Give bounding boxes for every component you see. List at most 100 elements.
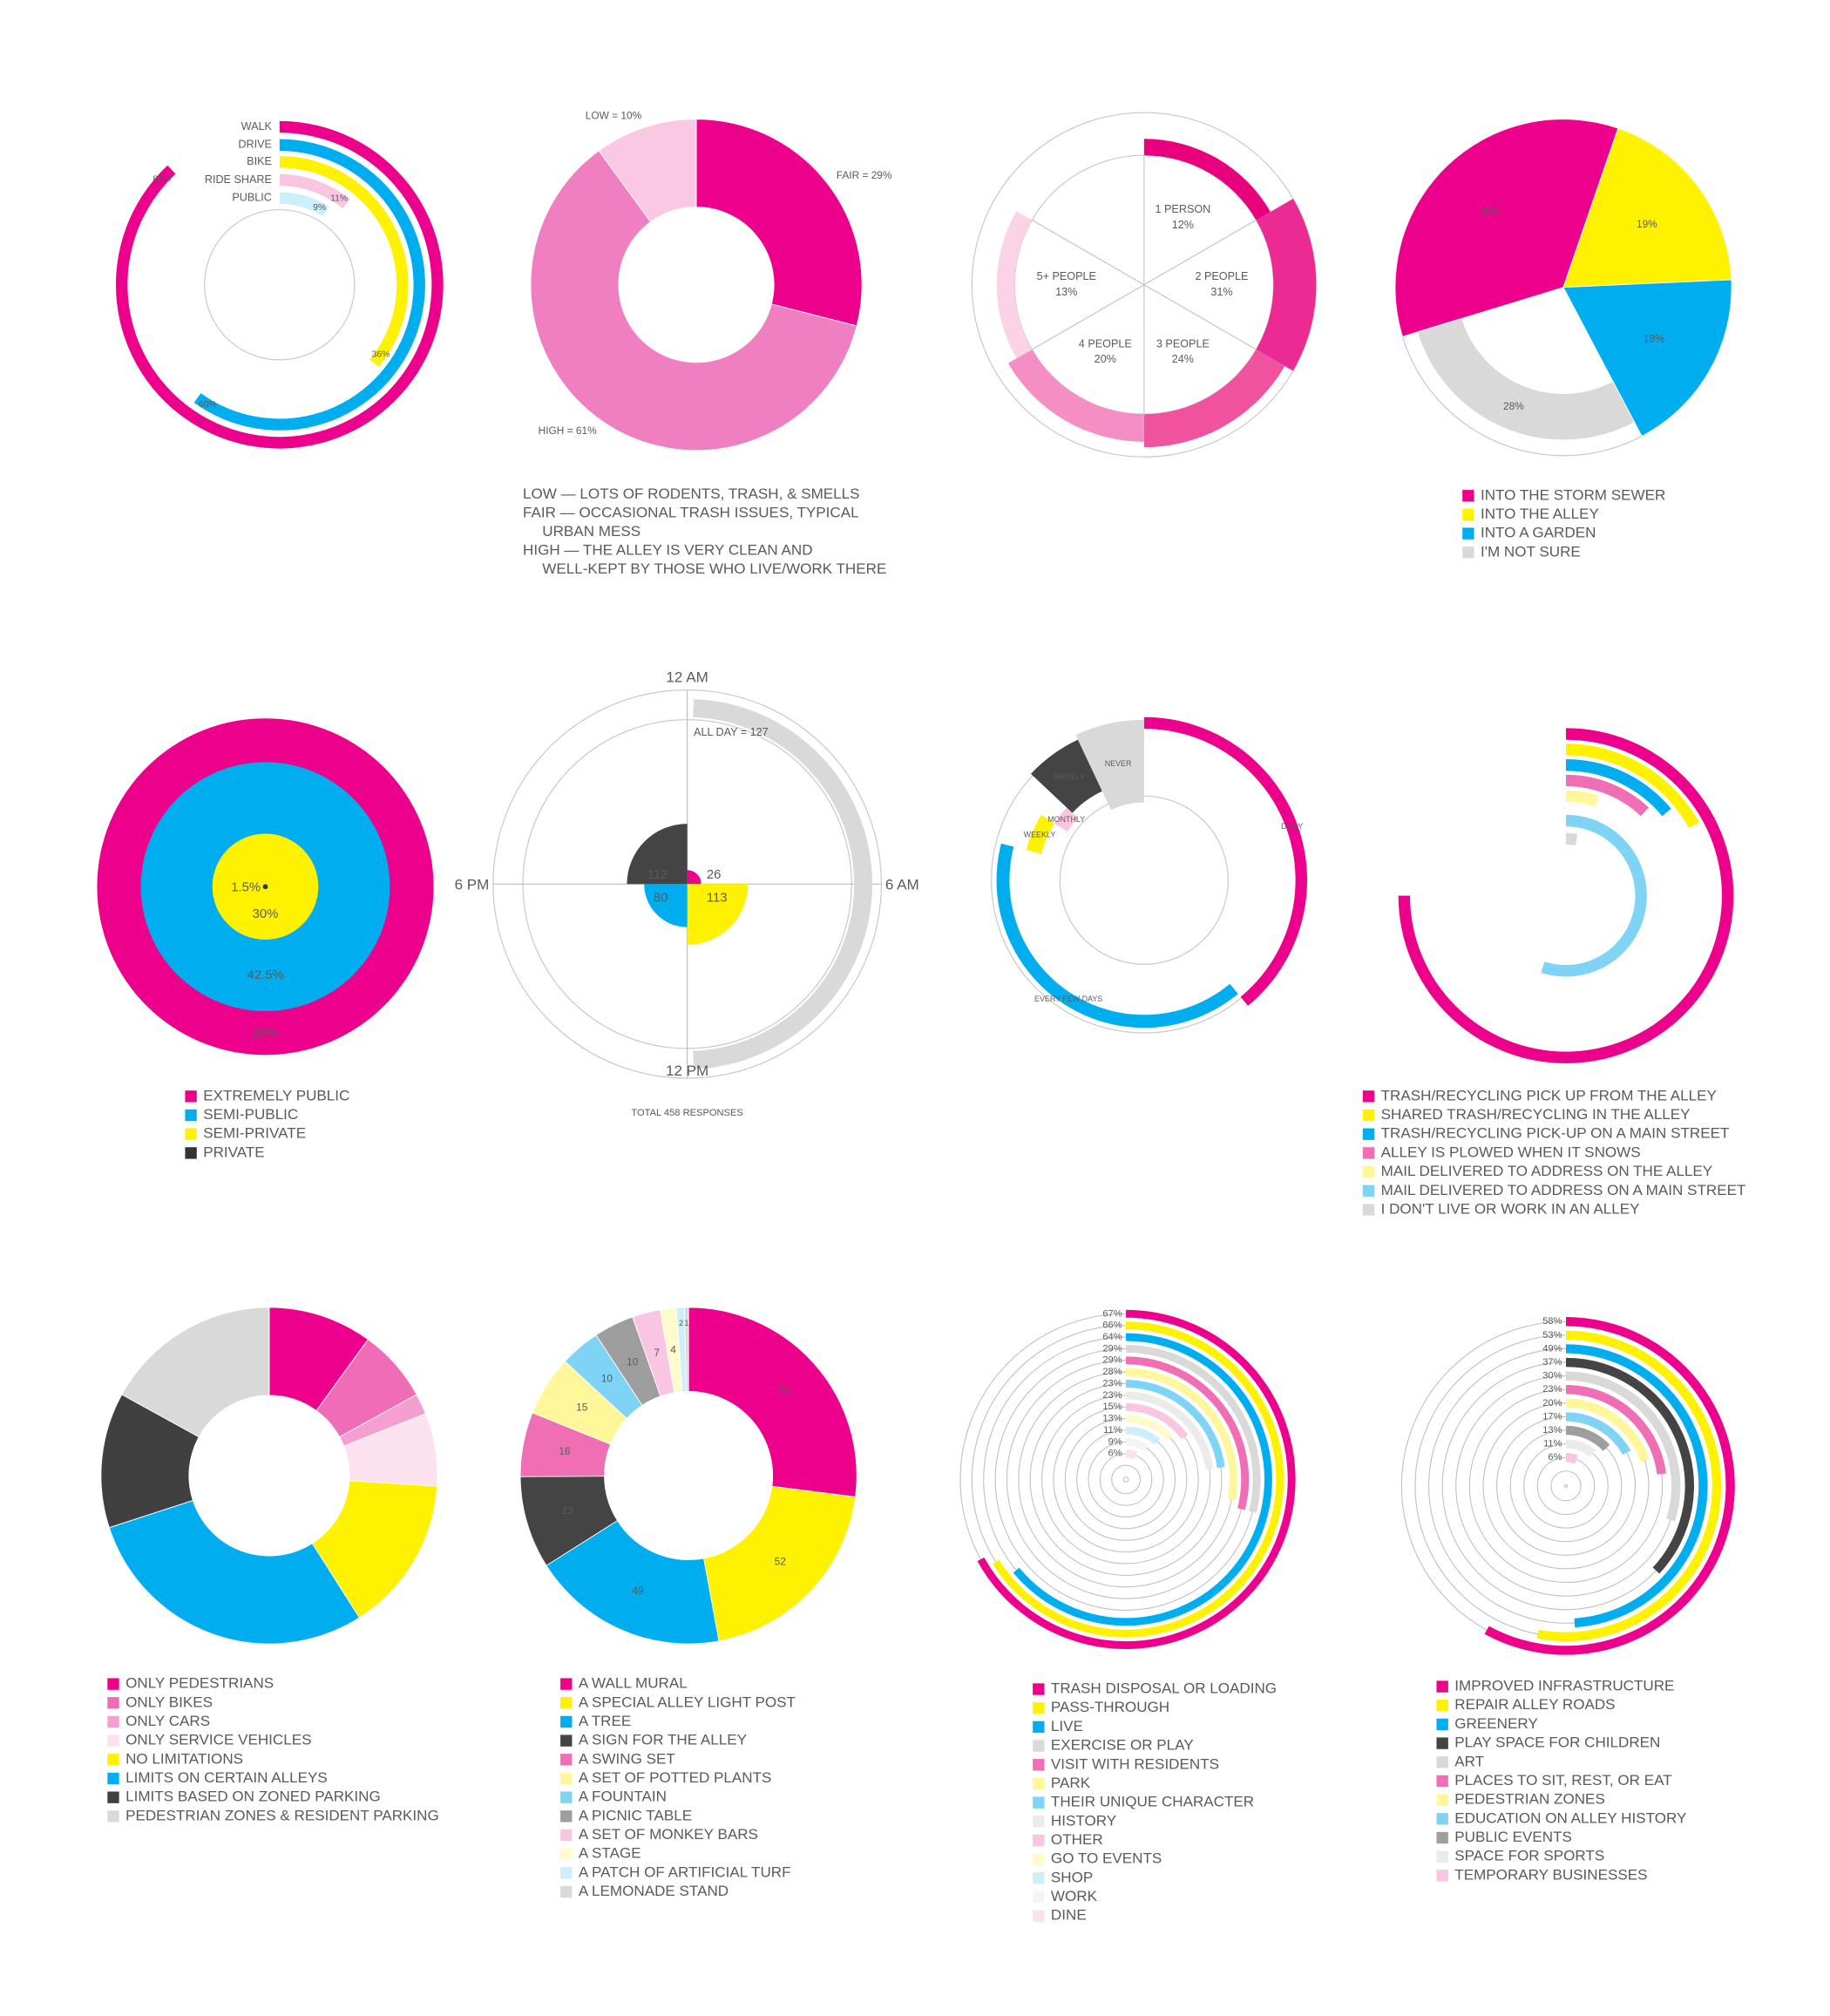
segment bbox=[1143, 716, 1307, 1007]
legend-label: PLAY SPACE FOR CHILDREN bbox=[1454, 1734, 1660, 1751]
note: FAIR — OCCASIONAL TRASH ISSUES, TYPICAL bbox=[523, 504, 859, 520]
value-label: 17% bbox=[1542, 1411, 1562, 1422]
category-label: DAILY bbox=[1281, 822, 1303, 831]
legend-label: SHARED TRASH/RECYCLING IN THE ALLEY bbox=[1381, 1106, 1691, 1123]
legend-swatch bbox=[1462, 490, 1474, 502]
legend-label: LIVE bbox=[1051, 1718, 1083, 1734]
legend-label: TEMPORARY BUSINESSES bbox=[1454, 1866, 1647, 1883]
legend-label: I DON'T LIVE OR WORK IN AN ALLEY bbox=[1381, 1200, 1640, 1217]
value-label: 6% bbox=[1548, 1452, 1562, 1463]
legend-swatch bbox=[1436, 1737, 1448, 1749]
legend-swatch bbox=[1033, 1816, 1045, 1828]
legend-swatch bbox=[1436, 1850, 1448, 1863]
segment bbox=[1075, 719, 1144, 811]
legend-swatch bbox=[1033, 1702, 1045, 1714]
slice bbox=[695, 119, 863, 327]
slice bbox=[1394, 119, 1619, 337]
radial-bar bbox=[1126, 1426, 1160, 1445]
legend-label: ONLY BIKES bbox=[125, 1694, 213, 1710]
value-label: 23% bbox=[1542, 1384, 1562, 1395]
quadrant bbox=[687, 884, 749, 946]
value-label: 11% bbox=[1103, 1425, 1122, 1436]
segment bbox=[996, 843, 1238, 1028]
legend-label: IMPROVED INFRASTRUCTURE bbox=[1454, 1678, 1674, 1694]
value-label: 15% bbox=[1102, 1402, 1122, 1412]
legend-label: INTO THE ALLEY bbox=[1481, 506, 1599, 522]
value-label: 64% bbox=[1102, 1332, 1122, 1342]
band bbox=[1143, 349, 1285, 448]
value-label: 16 bbox=[559, 1445, 571, 1457]
value-label: 26 bbox=[707, 868, 722, 882]
outline-circle bbox=[204, 208, 356, 361]
segment bbox=[1054, 807, 1079, 832]
legend-swatch bbox=[1436, 1756, 1448, 1768]
note: URBAN MESS bbox=[542, 523, 640, 540]
all-day-label: ALL DAY = 127 bbox=[694, 726, 769, 738]
legend-label: THEIR UNIQUE CHARACTER bbox=[1051, 1794, 1254, 1810]
radial-bar bbox=[1013, 1333, 1272, 1626]
value-label: 23% bbox=[1102, 1390, 1122, 1401]
legend-swatch bbox=[560, 1848, 573, 1860]
value-label: 52 bbox=[775, 1556, 786, 1568]
legend-label: DINE bbox=[1051, 1907, 1087, 1924]
slice bbox=[598, 119, 697, 223]
category-label: WEEKLY bbox=[1024, 830, 1056, 838]
slice bbox=[703, 1485, 857, 1642]
radial-bar bbox=[1565, 758, 1671, 817]
segment bbox=[1030, 739, 1102, 813]
radial-bar bbox=[1126, 1437, 1149, 1451]
band bbox=[1256, 198, 1317, 371]
band bbox=[1007, 349, 1144, 442]
radial-bar bbox=[1565, 790, 1599, 807]
legend-swatch bbox=[107, 1678, 119, 1690]
value-label: 36% bbox=[372, 350, 390, 360]
category-label: RIDE SHARE bbox=[205, 173, 272, 186]
radial-bar bbox=[1126, 1391, 1214, 1470]
radial-bar bbox=[1565, 1385, 1666, 1475]
legend-swatch bbox=[1033, 1777, 1045, 1790]
value-label: 37% bbox=[1542, 1357, 1562, 1368]
value-label: 15 bbox=[576, 1402, 588, 1414]
value-label: 60% bbox=[199, 400, 217, 410]
value-label: 113 bbox=[707, 892, 728, 906]
legend-label: INTO A GARDEN bbox=[1481, 525, 1596, 541]
value-label: 9% bbox=[1108, 1436, 1122, 1447]
value-label: 2 bbox=[679, 1319, 683, 1327]
category-label: DRIVE bbox=[238, 139, 272, 151]
category-label: 2 PEOPLE bbox=[1195, 270, 1248, 282]
category-label: EVERY FEW DAYS bbox=[1034, 994, 1102, 1003]
legend-label: EXTREMELY PUBLIC bbox=[203, 1087, 349, 1103]
category-label: NEVER bbox=[1105, 759, 1132, 768]
value-label: 11% bbox=[330, 193, 348, 203]
value-label: 35% bbox=[1481, 206, 1501, 218]
legend-label: EXERCISE OR PLAY bbox=[1051, 1737, 1194, 1754]
value-label: 26% bbox=[253, 1026, 279, 1040]
legend-label: A LEMONADE STAND bbox=[579, 1883, 729, 1899]
legend-label: TRASH DISPOSAL OR LOADING bbox=[1051, 1680, 1277, 1697]
legend-swatch bbox=[1462, 546, 1474, 559]
value-label: 70 bbox=[777, 1385, 790, 1397]
legend-swatch bbox=[560, 1829, 573, 1842]
radial-bar bbox=[279, 192, 329, 217]
value-label: 10 bbox=[601, 1373, 613, 1385]
legend-label: A SET OF POTTED PLANTS bbox=[579, 1769, 772, 1786]
slice bbox=[688, 1307, 857, 1497]
value-label: 20% bbox=[1095, 353, 1116, 365]
value-label: 30% bbox=[1542, 1371, 1562, 1381]
outline-circle bbox=[1059, 795, 1229, 965]
legend-swatch bbox=[1436, 1794, 1448, 1806]
legend-label: PRIVATE bbox=[203, 1144, 264, 1160]
category-label: MONTHLY bbox=[1047, 815, 1085, 824]
legend-swatch bbox=[185, 1128, 197, 1140]
legend-label: LIMITS BASED ON ZONED PARKING bbox=[125, 1789, 381, 1805]
legend-swatch bbox=[1033, 1890, 1045, 1904]
legend-label: I'M NOT SURE bbox=[1481, 543, 1581, 560]
value-label: 20% bbox=[1542, 1398, 1562, 1408]
note: LOW — LOTS OF RODENTS, TRASH, & SMELLS bbox=[523, 485, 860, 502]
legend-label: A WALL MURAL bbox=[579, 1675, 688, 1692]
all-day-arc bbox=[693, 699, 872, 1069]
axis-label: 6 PM bbox=[455, 876, 490, 893]
axis-label: 12 AM bbox=[666, 669, 708, 686]
legend-swatch bbox=[107, 1791, 119, 1803]
legend-swatch bbox=[185, 1109, 197, 1122]
